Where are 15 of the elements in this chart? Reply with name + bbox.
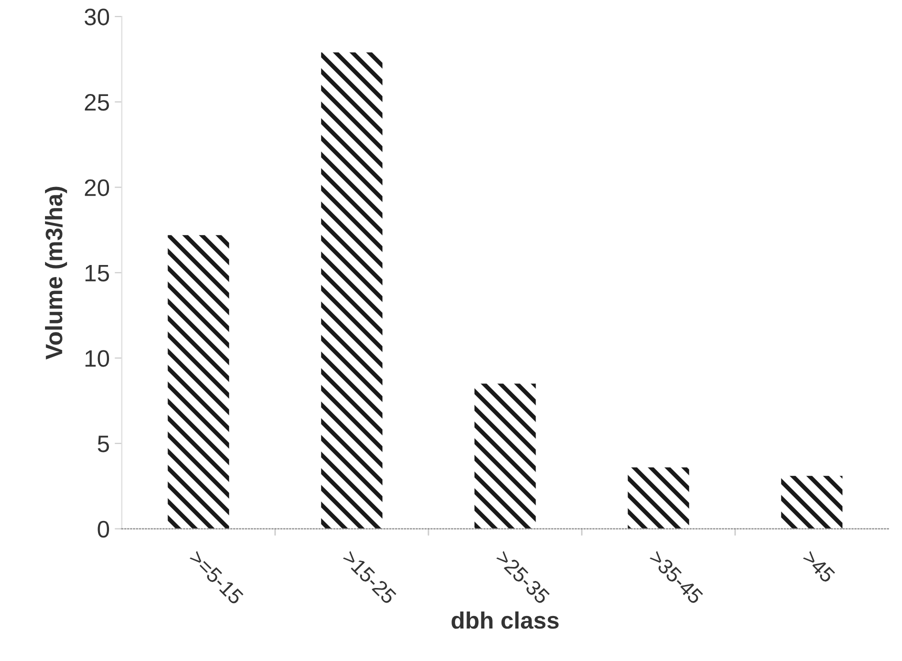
- x-axis-title: dbh class: [452, 611, 559, 629]
- y-tick-label: 15: [86, 264, 109, 282]
- bar: [321, 52, 382, 529]
- bar: [781, 476, 842, 529]
- y-tick-label: 0: [98, 520, 110, 538]
- y-tick-label: 10: [86, 350, 110, 367]
- y-tick-label: 30: [84, 8, 110, 26]
- bar: [168, 235, 230, 529]
- y-axis-title: Volume (m3/ha): [45, 186, 68, 360]
- y-tick-label: 5: [98, 436, 109, 452]
- y-tick-label: 25: [84, 94, 109, 111]
- bar: [474, 384, 536, 529]
- bar: [628, 467, 690, 529]
- x-tick-label: >45: [802, 550, 836, 584]
- y-tick-label: 20: [84, 179, 110, 196]
